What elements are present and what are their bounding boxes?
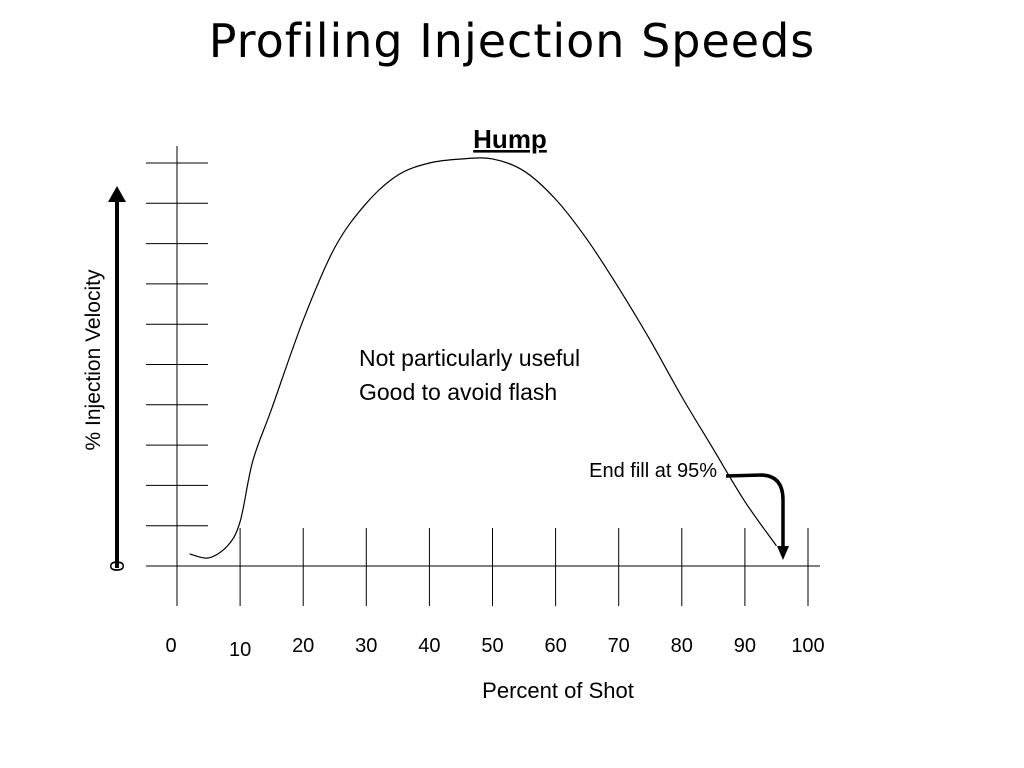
series-line-hump — [189, 157, 777, 559]
x-tick-label-1: 10 — [229, 639, 251, 661]
x-tick-label-8: 80 — [671, 635, 693, 657]
chart-title: Hump — [473, 124, 547, 154]
x-tick-label-7: 70 — [608, 635, 630, 657]
end-fill-callout-arrow — [725, 473, 785, 548]
x-tick-label-3: 30 — [355, 635, 377, 657]
annotation-not-useful: Not particularly useful — [359, 345, 580, 371]
x-tick-label-2: 20 — [292, 635, 314, 657]
x-tick-label-6: 60 — [544, 635, 566, 657]
y-axis-arrow-head — [108, 186, 126, 202]
x-tick-label-4: 40 — [418, 635, 440, 657]
tick-labels: 0 10 20 30 40 50 60 70 80 90 100 — [165, 635, 824, 661]
annotation-avoid-flash: Good to avoid flash — [359, 379, 557, 405]
tick-marks — [146, 162, 809, 606]
x-tick-label-0: 0 — [165, 635, 176, 657]
axes — [146, 146, 820, 606]
y-origin-label: 0 — [107, 560, 129, 571]
x-tick-label-5: 50 — [481, 635, 503, 657]
x-axis-label: Percent of Shot — [482, 678, 634, 703]
y-axis-label: % Injection Velocity — [82, 269, 105, 450]
annotation-end-fill: End fill at 95% — [589, 460, 717, 482]
slide-title: Profiling Injection Speeds — [208, 14, 816, 68]
x-tick-label-9: 90 — [734, 635, 756, 657]
end-fill-arrow-head — [777, 546, 789, 560]
x-tick-label-10: 100 — [791, 635, 824, 657]
